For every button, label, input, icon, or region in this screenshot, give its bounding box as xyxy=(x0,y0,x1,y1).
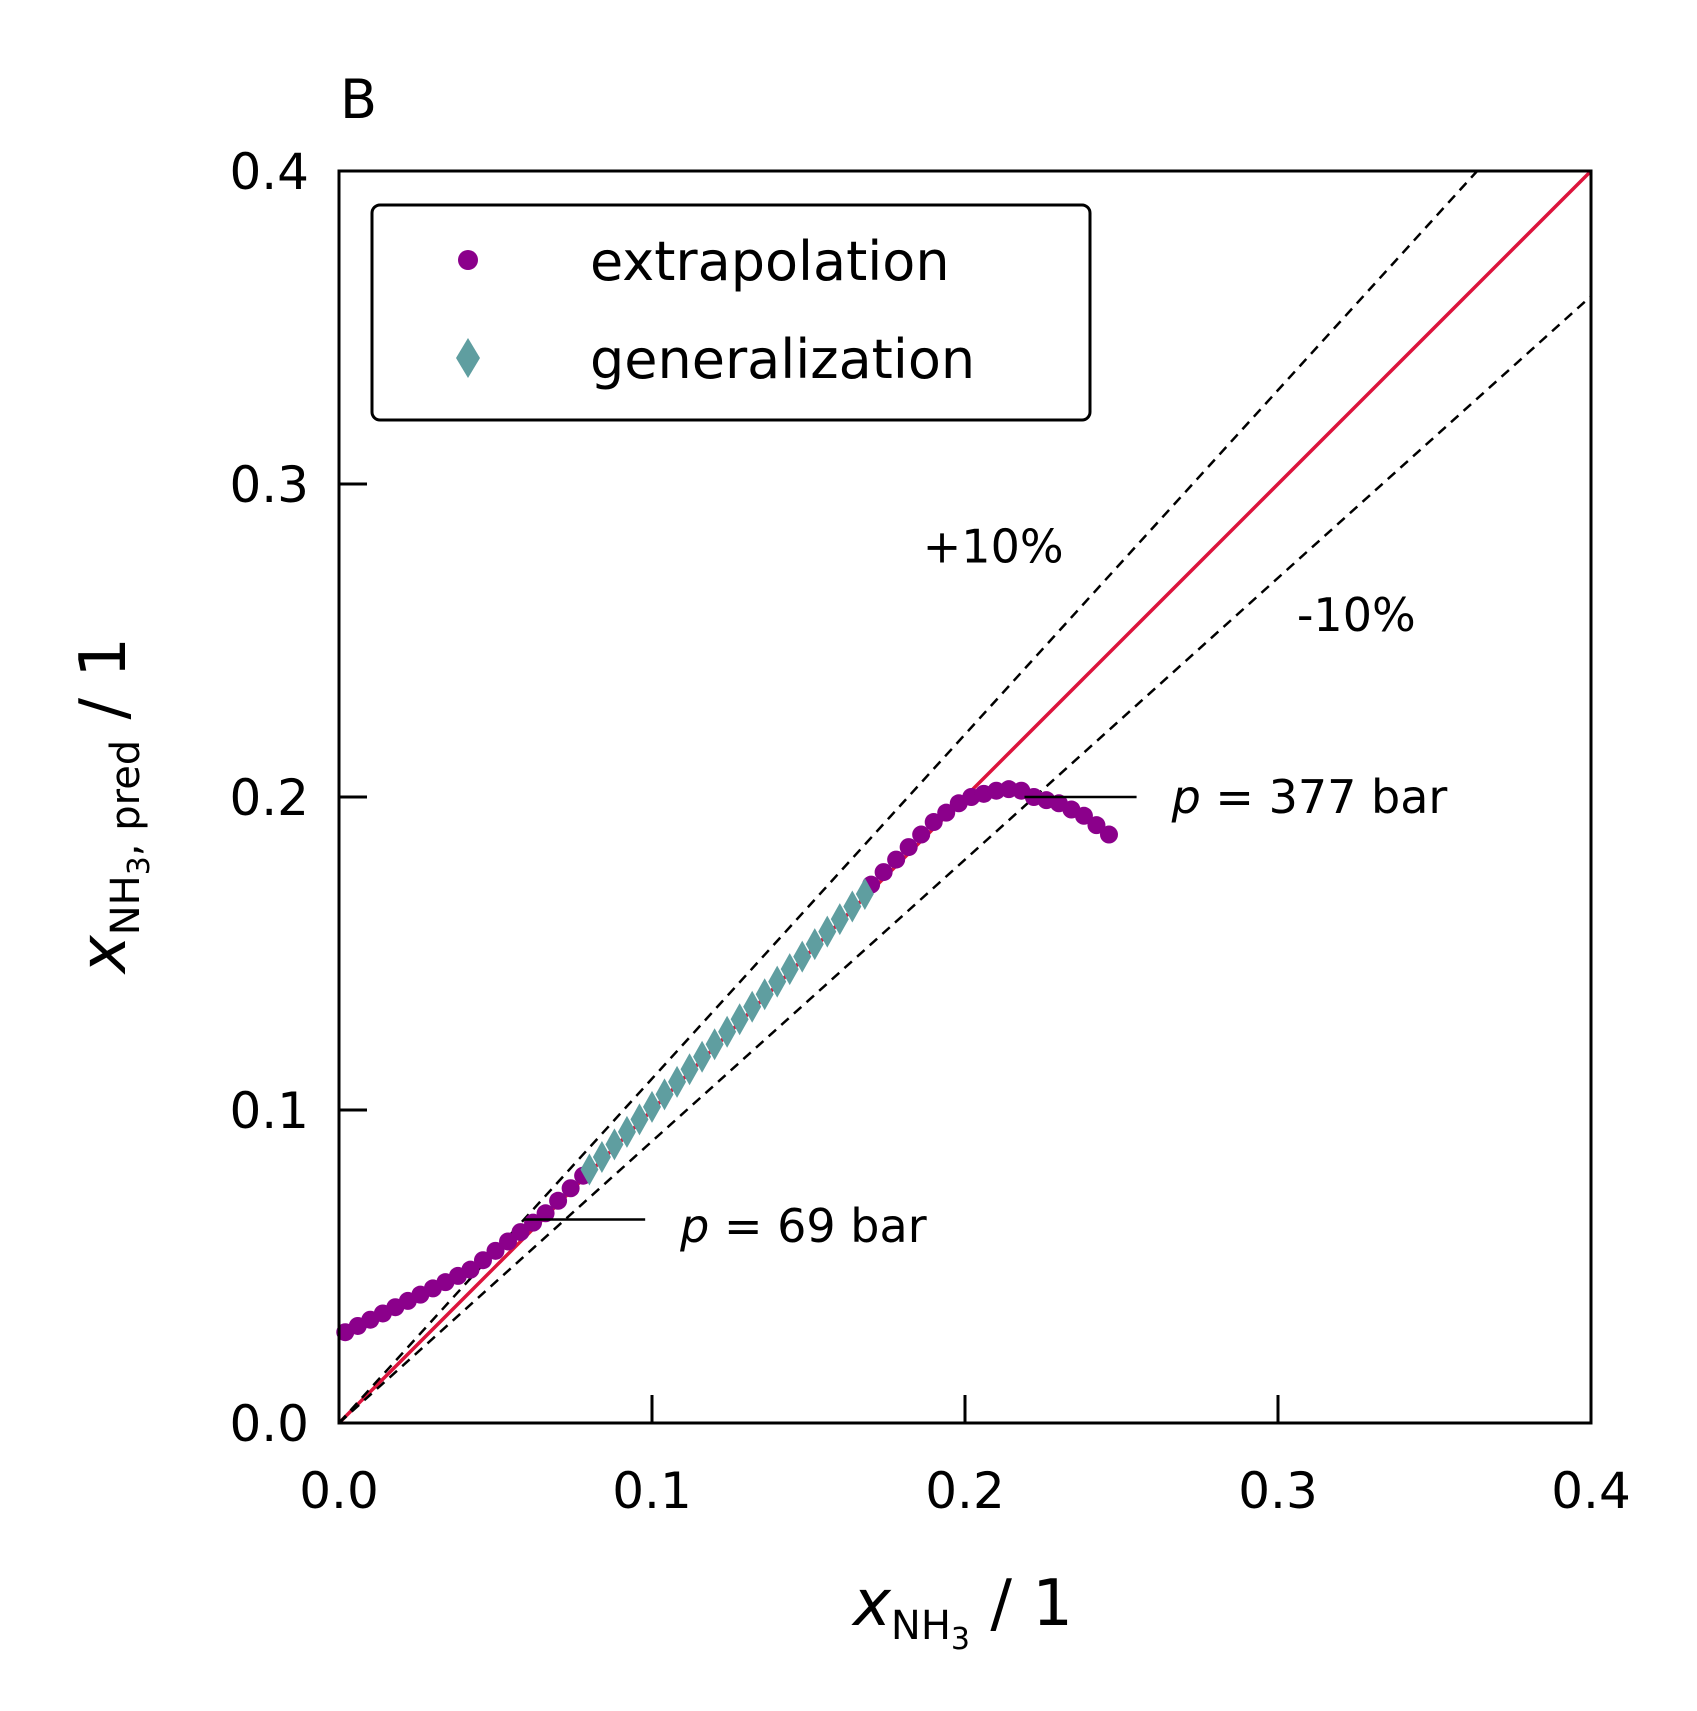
point-generalization xyxy=(718,1015,737,1048)
annotation-var-1: p xyxy=(1171,770,1201,824)
y-axis-subsubscript: 3 xyxy=(122,856,157,875)
point-extrapolation xyxy=(561,1179,580,1198)
point-generalization xyxy=(818,915,837,948)
x-axis-subsubscript: 3 xyxy=(951,1622,970,1657)
x-tick-label: 0.3 xyxy=(1238,1462,1318,1520)
point-generalization xyxy=(680,1053,699,1086)
point-generalization xyxy=(830,903,849,936)
legend: extrapolation generalization xyxy=(370,203,1092,422)
x-axis-symbol: x xyxy=(851,1567,892,1641)
legend-generalization-marker xyxy=(456,338,480,378)
legend-box xyxy=(370,203,1092,422)
x-tick-label: 0.4 xyxy=(1551,1462,1631,1520)
point-extrapolation xyxy=(511,1223,530,1242)
y-tick-label: 0.3 xyxy=(229,456,309,514)
point-extrapolation xyxy=(473,1251,492,1270)
x-tick-label: 0.2 xyxy=(925,1462,1005,1520)
point-extrapolation xyxy=(486,1241,505,1260)
y-axis-title: xNH3, pred / 1 xyxy=(67,637,157,975)
point-extrapolation xyxy=(887,850,906,869)
x-tick-label: 0.0 xyxy=(299,1462,379,1520)
point-generalization xyxy=(617,1115,636,1148)
y-tick-label: 0.1 xyxy=(229,1082,309,1140)
annotation-var-0: p xyxy=(679,1199,709,1253)
y-axis-subscript-tail: , pred xyxy=(103,740,149,856)
legend-extrapolation-label: extrapolation xyxy=(590,230,950,293)
point-extrapolation xyxy=(912,825,931,844)
point-extrapolation xyxy=(1074,806,1093,825)
point-generalization xyxy=(730,1003,749,1036)
reference-label-minus: -10% xyxy=(1297,588,1416,642)
x-axis-unit: / 1 xyxy=(970,1567,1073,1641)
point-generalization xyxy=(755,978,774,1011)
point-generalization xyxy=(643,1090,661,1123)
point-generalization xyxy=(655,1078,674,1111)
axis-ticks: 0.0 0.1 0.2 0.3 0.4 0.0 0.1 0.2 0.3 0.4 xyxy=(229,143,1630,1520)
point-generalization xyxy=(793,940,812,973)
annotation-text-0: p = 69 bar xyxy=(679,1199,927,1253)
point-extrapolation xyxy=(899,838,918,857)
point-extrapolation xyxy=(549,1191,568,1210)
x-axis-subscript: NH xyxy=(891,1603,951,1649)
point-extrapolation xyxy=(499,1232,518,1251)
point-generalization xyxy=(668,1065,687,1098)
point-generalization xyxy=(805,928,824,961)
point-generalization xyxy=(843,890,862,923)
reference-label-plus: +10% xyxy=(923,519,1064,573)
point-extrapolation xyxy=(874,863,893,882)
point-generalization xyxy=(592,1140,611,1173)
annotation-value-0: = 69 bar xyxy=(709,1199,926,1253)
y-tick-label: 0.4 xyxy=(229,143,309,201)
y-axis-subscript: NH xyxy=(103,875,149,935)
point-extrapolation xyxy=(536,1204,555,1223)
x-axis-title: xNH3 / 1 xyxy=(851,1567,1073,1657)
annotation-value-1: = 377 bar xyxy=(1201,770,1448,824)
x-tick-label: 0.1 xyxy=(612,1462,692,1520)
point-extrapolation xyxy=(924,813,943,832)
legend-generalization-label: generalization xyxy=(590,328,975,391)
point-generalization xyxy=(743,990,762,1023)
point-extrapolation xyxy=(1087,816,1106,835)
data-series xyxy=(336,780,1118,1342)
point-extrapolation xyxy=(461,1260,480,1279)
point-generalization xyxy=(693,1040,712,1073)
point-generalization xyxy=(605,1128,624,1161)
point-generalization xyxy=(768,965,787,998)
point-extrapolation xyxy=(524,1213,543,1232)
panel-label: B xyxy=(340,68,377,131)
point-extrapolation xyxy=(1099,825,1118,844)
point-extrapolation xyxy=(937,803,956,822)
annotation-text-1: p = 377 bar xyxy=(1171,770,1448,824)
y-tick-label: 0.2 xyxy=(229,769,309,827)
point-generalization xyxy=(580,1153,599,1186)
legend-extrapolation-marker xyxy=(458,250,478,270)
y-tick-label: 0.0 xyxy=(229,1395,309,1453)
point-generalization xyxy=(630,1103,649,1136)
point-generalization xyxy=(855,878,874,911)
y-axis-unit: / 1 xyxy=(67,637,141,740)
y-axis-symbol: x xyxy=(67,934,141,975)
point-generalization xyxy=(705,1028,724,1061)
reference-line-minus xyxy=(339,295,1591,1423)
point-generalization xyxy=(780,953,799,986)
